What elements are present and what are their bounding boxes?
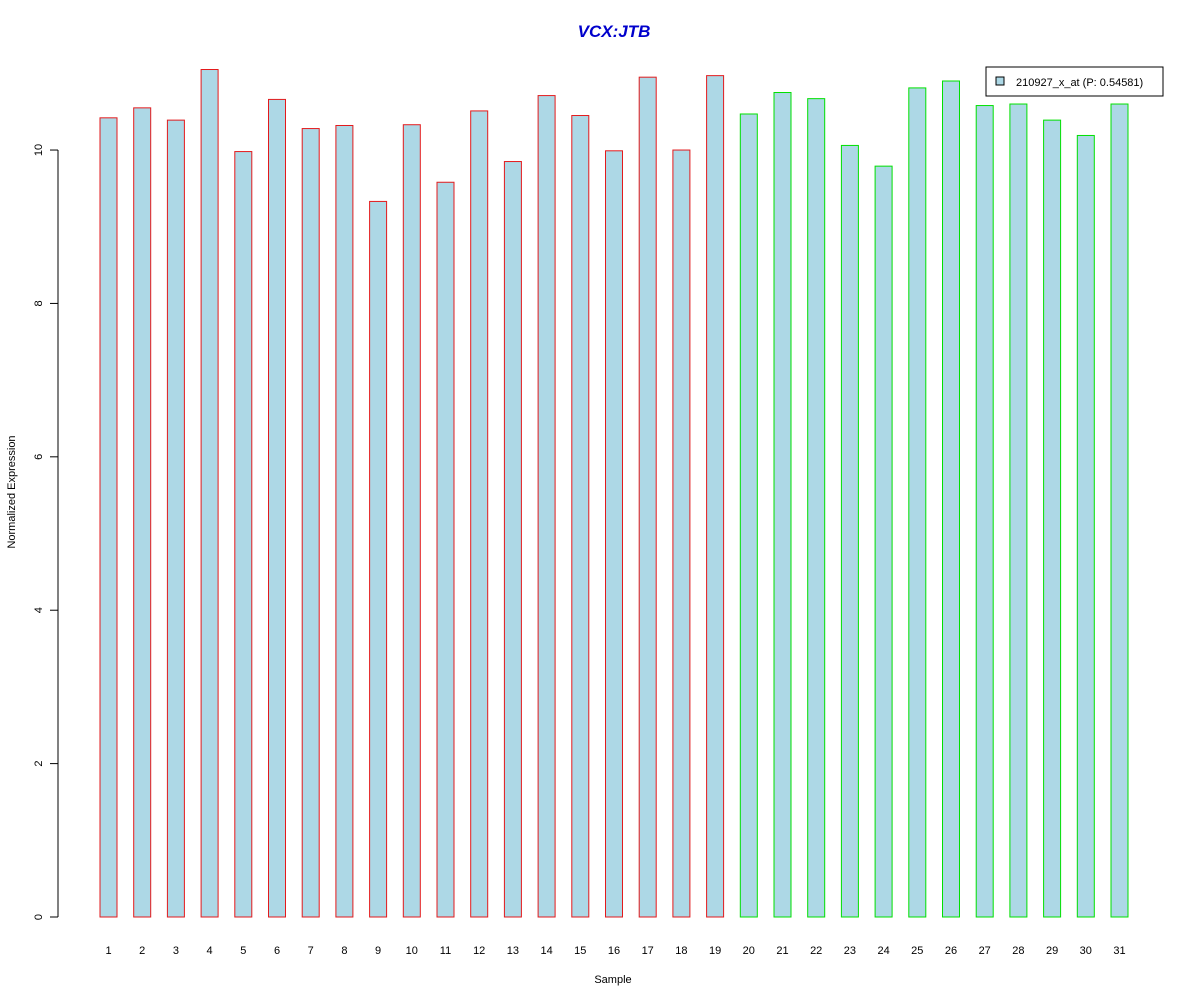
x-tick-label: 25 xyxy=(911,945,923,957)
bar-sample-7 xyxy=(301,128,320,918)
bar-sample-29 xyxy=(1043,119,1062,918)
x-tick-label: 3 xyxy=(173,945,179,957)
bar-sample-4 xyxy=(200,69,219,918)
x-tick-label: 21 xyxy=(776,945,788,957)
x-tick-label: 22 xyxy=(810,945,822,957)
y-tick-label: 2 xyxy=(33,761,45,767)
x-axis-title: Sample xyxy=(594,974,631,986)
x-tick-label: 15 xyxy=(574,945,586,957)
x-tick-label: 18 xyxy=(675,945,687,957)
bar-sample-6 xyxy=(268,98,286,918)
x-tick-label: 26 xyxy=(945,945,957,957)
bar-sample-10 xyxy=(402,124,421,918)
x-tick-label: 23 xyxy=(844,945,856,957)
x-tick-label: 29 xyxy=(1046,945,1058,957)
y-tick-label: 10 xyxy=(33,144,45,156)
bar-sample-27 xyxy=(975,105,994,918)
x-tick-label: 2 xyxy=(139,945,145,957)
y-tick-label: 8 xyxy=(33,300,45,306)
x-tick-label: 12 xyxy=(473,945,485,957)
x-tick-label: 6 xyxy=(274,945,280,957)
bar-sample-18 xyxy=(672,149,691,918)
bar-sample-26 xyxy=(942,80,960,918)
x-tick-label: 31 xyxy=(1113,945,1125,957)
bar-sample-9 xyxy=(369,200,388,918)
x-tick-label: 10 xyxy=(406,945,418,957)
bar-sample-3 xyxy=(166,119,185,918)
x-tick-label: 4 xyxy=(207,945,213,957)
x-tick-label: 30 xyxy=(1080,945,1092,957)
x-tick-label: 11 xyxy=(440,945,451,957)
legend: 210927_x_at (P: 0.54581) xyxy=(985,66,1164,97)
bar-sample-13 xyxy=(503,161,522,918)
bar-sample-1 xyxy=(99,117,118,918)
x-tick-label: 1 xyxy=(105,945,111,957)
bar-sample-24 xyxy=(874,165,893,918)
bar-sample-28 xyxy=(1009,103,1028,918)
y-axis-title: Normalized Expression xyxy=(6,435,18,548)
bar-sample-31 xyxy=(1110,103,1129,918)
bar-sample-25 xyxy=(908,87,927,918)
bar-sample-2 xyxy=(133,107,152,918)
bar-sample-8 xyxy=(335,124,354,918)
bar-sample-16 xyxy=(605,150,623,918)
y-tick-label: 4 xyxy=(33,607,45,613)
bar-sample-21 xyxy=(773,92,792,918)
x-tick-label: 14 xyxy=(540,945,552,957)
x-tick-label: 16 xyxy=(608,945,620,957)
x-tick-label: 13 xyxy=(507,945,519,957)
x-tick-label: 20 xyxy=(743,945,755,957)
bar-sample-22 xyxy=(807,98,826,918)
legend-label: 210927_x_at (P: 0.54581) xyxy=(1016,77,1143,89)
bar-sample-14 xyxy=(537,95,556,918)
y-tick-label: 6 xyxy=(33,454,45,460)
x-tick-label: 8 xyxy=(341,945,347,957)
x-tick-label: 19 xyxy=(709,945,721,957)
bar-sample-19 xyxy=(706,75,725,918)
x-tick-label: 27 xyxy=(979,945,991,957)
x-tick-label: 28 xyxy=(1012,945,1024,957)
bar-sample-23 xyxy=(840,144,859,918)
x-axis-labels: 1 2 3 4 5 6 7 8 9 10 11 12 13 14 15 16 17 18 19 20 21 22 23 24 2… xyxy=(105,945,1125,957)
x-tick-label: 5 xyxy=(240,945,246,957)
x-tick-label: 9 xyxy=(375,945,381,957)
bar-sample-15 xyxy=(571,115,590,918)
x-tick-label: 17 xyxy=(642,945,654,957)
bar-sample-12 xyxy=(470,110,489,918)
x-tick-label: 7 xyxy=(308,945,314,957)
chart-title: VCX:JTB xyxy=(578,22,651,41)
x-tick-label: 24 xyxy=(877,945,889,957)
y-tick-label: 0 xyxy=(33,914,45,920)
bar-sample-5 xyxy=(234,151,253,918)
y-axis: 0 2 4 6 8 10 xyxy=(33,144,59,920)
bars xyxy=(99,69,1129,918)
legend-box xyxy=(985,66,1164,97)
bar-sample-17 xyxy=(638,76,657,918)
bar-sample-11 xyxy=(436,181,455,918)
bar-sample-30 xyxy=(1076,134,1095,918)
bar-sample-20 xyxy=(739,113,758,918)
legend-swatch xyxy=(995,76,1005,86)
